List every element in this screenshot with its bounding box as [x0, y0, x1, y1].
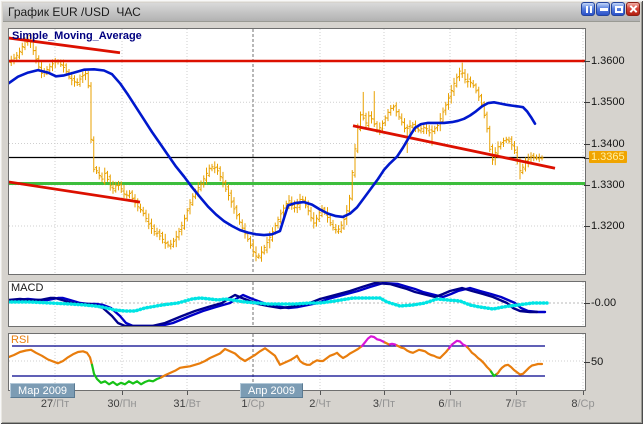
price-axis-tick: [584, 102, 590, 103]
date-label: 1/Ср: [241, 398, 265, 410]
pause-button[interactable]: [581, 2, 595, 16]
price-label: 1.3500: [591, 96, 625, 108]
price-label: 1.3200: [591, 220, 625, 232]
date-label: 3/Пт: [372, 398, 396, 410]
price-axis-tick: [584, 362, 590, 363]
price-chart-panel[interactable]: [8, 28, 586, 275]
window-title: График EUR /USD ЧАС: [8, 5, 141, 19]
maximize-icon: [615, 6, 623, 13]
date-label: 8/Ср: [571, 398, 595, 410]
current-price-label: 1.3365: [589, 151, 627, 163]
price-axis-tick: [584, 185, 590, 186]
maximize-button[interactable]: [611, 2, 625, 16]
price-axis-tick: [584, 158, 590, 159]
price-axis-tick: [584, 61, 590, 62]
time-axis-tick: [122, 391, 123, 395]
rsi-canvas: [9, 334, 585, 390]
close-button[interactable]: [626, 2, 640, 16]
window-controls: [581, 2, 640, 16]
date-label: 31/Вт: [173, 398, 201, 410]
price-axis-tick: [584, 303, 590, 304]
macd-canvas: [9, 282, 585, 326]
price-chart-canvas: [9, 29, 585, 274]
minimize-icon: [600, 8, 608, 11]
time-axis-tick: [320, 391, 321, 395]
title-bar[interactable]: График EUR /USD ЧАС: [3, 3, 640, 22]
rsi-axis-label: 50: [591, 356, 604, 368]
date-label: 2/Чт: [309, 398, 331, 410]
month-badge-april: Апр 2009: [240, 383, 303, 398]
price-axis-tick: [584, 144, 590, 145]
price-label: 1.3300: [591, 179, 625, 191]
price-label: 1.3600: [591, 55, 625, 67]
price-label: 1.3400: [591, 138, 625, 150]
month-badge-march: Мар 2009: [10, 383, 76, 398]
price-axis-tick: [584, 226, 590, 227]
time-axis-tick: [450, 391, 451, 395]
time-axis-tick: [516, 391, 517, 395]
date-label: 7/Вт: [505, 398, 527, 410]
pause-icon: [586, 6, 592, 13]
macd-panel[interactable]: [8, 281, 586, 327]
time-axis-tick: [583, 391, 584, 395]
time-axis-tick: [187, 391, 188, 395]
date-label: 27/Пт: [40, 398, 70, 410]
macd-axis-label: -0.00: [591, 297, 617, 309]
date-label: 6/Пн: [438, 398, 462, 410]
time-axis-tick: [384, 391, 385, 395]
date-label: 30/Пн: [107, 398, 137, 410]
minimize-button[interactable]: [596, 2, 610, 16]
